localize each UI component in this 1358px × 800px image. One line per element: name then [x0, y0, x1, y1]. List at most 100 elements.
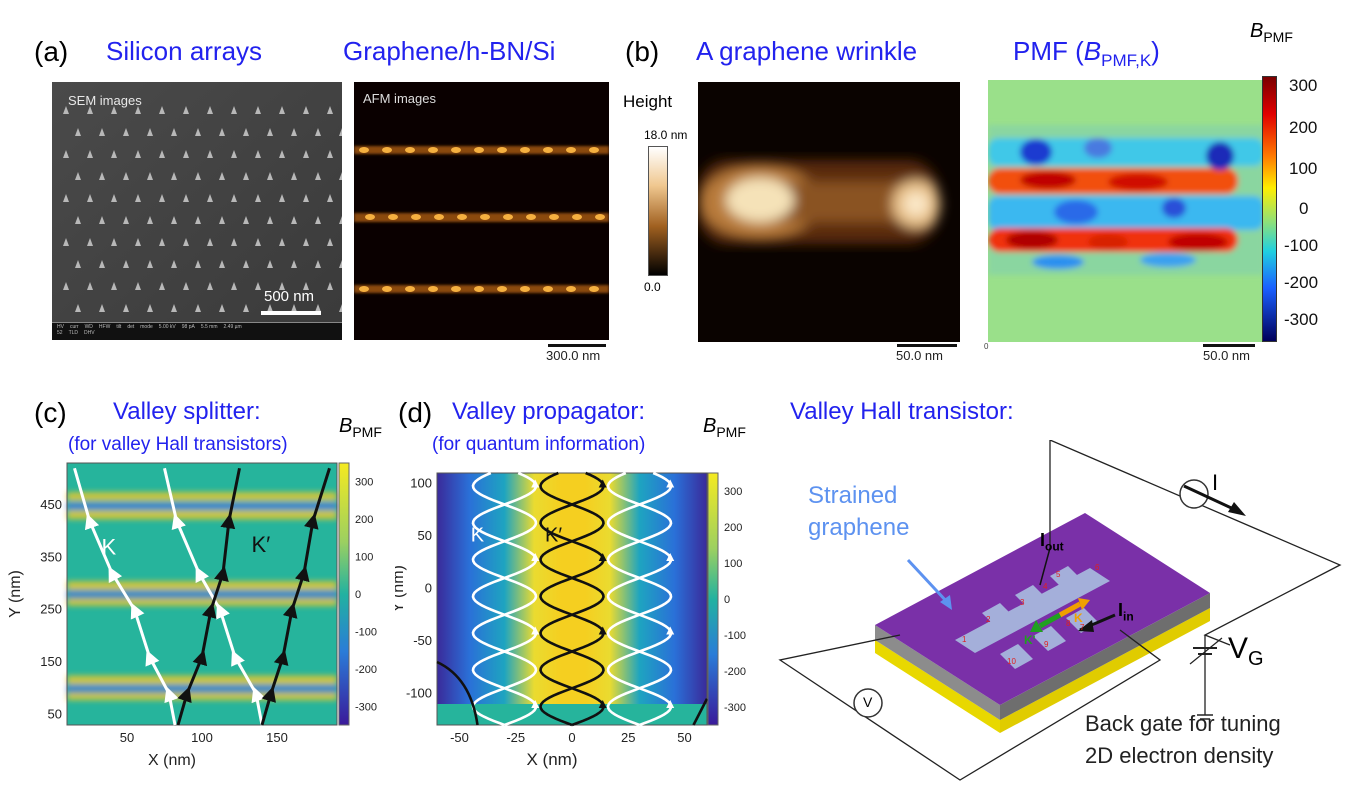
wrinkle-svg	[698, 82, 960, 342]
splitter-x-tick: 100	[191, 730, 213, 745]
sem-pyramid	[303, 194, 309, 202]
pmf-title-b: B	[1083, 36, 1102, 66]
sem-pyramid	[219, 128, 225, 136]
propagator-y-tick: -100	[406, 686, 432, 701]
strained-pointer-head	[940, 595, 952, 610]
sem-pyramid	[219, 172, 225, 180]
afm-overlay-label: AFM images	[363, 91, 436, 106]
sem-pyramid	[63, 194, 69, 202]
propagator-cb-tick: 0	[724, 594, 730, 606]
propagator-y-tick: 50	[418, 528, 432, 543]
k-valley-arrowhead	[1078, 598, 1090, 610]
sem-pyramid	[303, 106, 309, 114]
splitter-kprime-label: K′	[252, 532, 271, 557]
sem-pyramid	[243, 172, 249, 180]
propagator-trajectory-k	[606, 471, 673, 727]
sem-pyramid	[183, 282, 189, 290]
i-in-main: I	[1118, 600, 1124, 620]
splitter-x-tick: 50	[120, 730, 134, 745]
device-side-gray-left	[875, 625, 1000, 720]
panel-a-label: (a)	[34, 36, 69, 67]
panel-b-label: (b)	[625, 36, 660, 67]
trajectory-k	[73, 467, 179, 726]
propagator-x-label: X (nm)	[527, 750, 578, 769]
pmf-colorbar-tick-m200: -200	[1284, 273, 1319, 292]
sem-info-v4: 2.49 µm	[223, 324, 242, 330]
sem-pyramid	[303, 150, 309, 158]
sem-pyramid-array	[63, 106, 345, 312]
afm-spot	[405, 147, 415, 153]
pmf-cb-b: B	[1250, 20, 1264, 42]
splitter-frame	[66, 462, 338, 726]
sem-pyramid	[183, 238, 189, 246]
sem-pyramid	[207, 150, 213, 158]
stripe-blue	[67, 503, 337, 511]
voltage-loop-wire	[778, 629, 1162, 781]
panel-c-title: Valley splitter:	[113, 398, 261, 425]
propagator-arrow	[666, 553, 675, 561]
afm-spot	[566, 286, 576, 292]
splitter-y-tick: 350	[40, 549, 62, 564]
valley-propagator-chart: K K′ -50 -25 0 25 50 100 50 0 -50 -100 X (nm) Y (nm) 3…	[395, 471, 746, 769]
contact-9: 9	[1044, 640, 1049, 649]
current-arrowhead	[1228, 502, 1246, 516]
pmf-colorbar	[1262, 76, 1277, 342]
sem-info-det: det	[127, 324, 135, 330]
device-side-yellow	[875, 640, 1000, 733]
afm-scalebar-label: 300.0 nm	[546, 348, 601, 363]
sem-pyramid	[171, 304, 177, 312]
sem-pyramid	[243, 260, 249, 268]
propagator-y-label: Y (nm)	[395, 565, 407, 613]
propagator-edge-trajectory	[436, 660, 479, 726]
sem-info-v1: 5.00 kV	[158, 324, 176, 330]
afm-spot	[474, 147, 484, 153]
kp-valley-arrowhead	[1030, 620, 1043, 632]
trajectory-kprime	[260, 467, 331, 726]
sem-overlay-label: SEM images	[68, 93, 142, 108]
pmf-scalebar-line	[1203, 344, 1255, 347]
propagator-arrow	[598, 700, 607, 708]
afm-spot	[382, 286, 392, 292]
propagator-trajectory-kprime	[539, 471, 605, 727]
afm-spot	[359, 286, 369, 292]
contact-1: 1	[962, 635, 967, 644]
sem-pyramid	[327, 150, 333, 158]
afm-spot	[388, 214, 398, 220]
sem-pyramid	[195, 172, 201, 180]
afm-spot	[520, 147, 530, 153]
sem-pyramid	[219, 260, 225, 268]
stripe-yellow	[67, 675, 337, 685]
panel-c-label: (c)	[34, 397, 67, 428]
strained-line-2: graphene	[808, 514, 910, 541]
propagator-kprime-label: K′	[545, 524, 562, 546]
wrinkle-scalebar-line	[897, 344, 957, 347]
sem-pyramid	[171, 172, 177, 180]
sem-pyramid	[183, 106, 189, 114]
sem-pyramid	[327, 106, 333, 114]
pmf-map	[988, 80, 1264, 342]
trajectory-kprime	[176, 467, 241, 726]
transistor-diagram: 1 2 3 4 5 6 7 8 9 10 K K'	[778, 440, 1342, 781]
sem-pyramid	[135, 194, 141, 202]
sem-pyramid	[111, 194, 117, 202]
propagator-y-tick: -50	[413, 633, 432, 648]
pmf-corner-label: 0	[984, 342, 989, 351]
sem-pyramid	[303, 282, 309, 290]
sem-pyramid	[231, 194, 237, 202]
panel-d-subtitle: (for quantum information)	[432, 434, 646, 455]
afm-spot	[566, 147, 576, 153]
height-max-label: 18.0 nm	[644, 128, 688, 142]
afm-spot	[434, 214, 444, 220]
panel-d-cb-title: BPMF	[703, 415, 746, 440]
sem-pyramid	[99, 304, 105, 312]
sem-pyramid	[207, 282, 213, 290]
splitter-y-label: Y (nm)	[7, 570, 24, 618]
propagator-x-tick: -50	[450, 730, 469, 745]
afm-spot	[589, 286, 599, 292]
propagator-edge-trajectory	[692, 698, 709, 726]
pmf-colorbar-tick-m300: -300	[1284, 310, 1319, 329]
sem-pyramid	[135, 106, 141, 114]
propagator-x-tick: 50	[677, 730, 691, 745]
propagator-arrow	[598, 479, 607, 488]
sem-pyramid	[135, 150, 141, 158]
